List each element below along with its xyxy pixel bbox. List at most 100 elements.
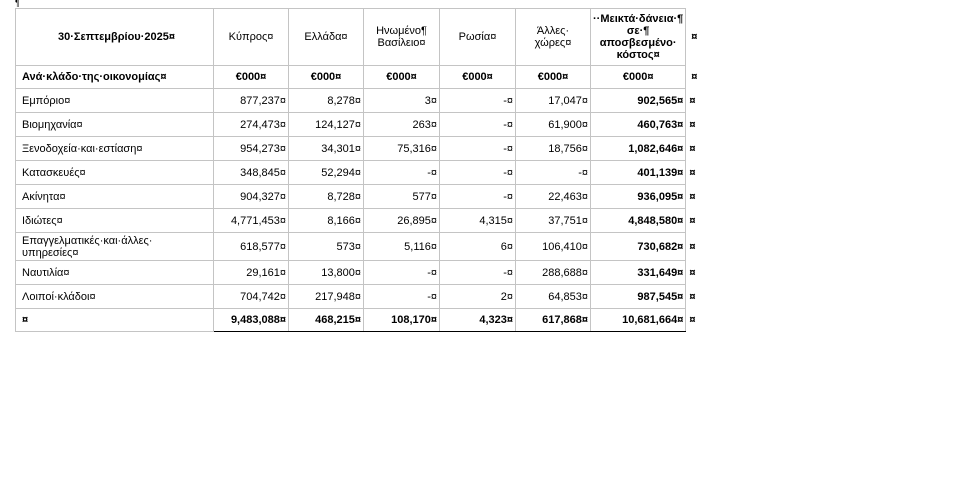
cell: 468,215¤ — [288, 308, 364, 332]
cell: 64,853¤ — [515, 284, 591, 309]
cell: 37,751¤ — [515, 208, 591, 233]
table-row: Λοιποί·κλάδοι¤ 704,742¤ 217,948¤ -¤ 2¤ 64,853… — [15, 284, 702, 309]
cell: 75,316¤ — [363, 136, 440, 161]
cell: 573¤ — [288, 232, 364, 261]
cell: 704,742¤ — [213, 284, 289, 309]
cell: -¤ — [439, 112, 516, 137]
row-end-mark: ¤ — [689, 266, 696, 279]
row-label: Ακίνητα¤ — [15, 184, 214, 209]
cell: 618,577¤ — [213, 232, 289, 261]
cell: 108,170¤ — [363, 308, 440, 332]
row-end-mark: ¤ — [689, 314, 696, 326]
row-label: Βιομηχανία¤ — [15, 112, 214, 137]
table-row: Επαγγελματικές·και·άλλες· υπηρεσίες¤ 618,… — [15, 232, 702, 261]
cell: 217,948¤ — [288, 284, 364, 309]
cell: €000¤ — [213, 65, 289, 89]
cell: 1,082,646¤ — [589, 136, 687, 161]
table-row: Ανά·κλάδο·της·οικονομίας¤ €000¤ €000¤ €000¤… — [15, 65, 702, 89]
cell: 106,410¤ — [515, 232, 591, 261]
row-label: Επαγγελματικές·και·άλλες· υπηρεσίες¤ — [15, 232, 214, 261]
cell: 3¤ — [363, 88, 440, 113]
cell: 5,116¤ — [363, 232, 440, 261]
cell: 331,649¤ — [589, 260, 687, 285]
cell: 877,237¤ — [213, 88, 289, 113]
row-label: Εμπόριο¤ — [15, 88, 214, 113]
cell: -¤ — [439, 184, 516, 209]
cell: 2¤ — [439, 284, 516, 309]
cell: -¤ — [363, 260, 440, 285]
cell: 29,161¤ — [213, 260, 289, 285]
cell: 4,315¤ — [439, 208, 516, 233]
row-label: Λοιποί·κλάδοι¤ — [15, 284, 214, 309]
cell: -¤ — [515, 160, 591, 185]
table-row: Εμπόριο¤ 877,237¤ 8,278¤ 3¤ -¤ 17,047¤ 902,565… — [15, 88, 702, 113]
cell: -¤ — [439, 136, 516, 161]
cell: 617,868¤ — [515, 308, 591, 332]
cell: 348,845¤ — [213, 160, 289, 185]
cell: €000¤ — [589, 65, 687, 89]
cell: -¤ — [439, 160, 516, 185]
cell: 288,688¤ — [515, 260, 591, 285]
table-row: Ξενοδοχεία·και·εστίαση¤ 954,273¤ 34,301¤ 75… — [15, 136, 702, 161]
row-end-mark: ¤ — [689, 240, 696, 253]
table-row: ¤ 9,483,088¤ 468,215¤ 108,170¤ 4,323¤ 617,868… — [15, 308, 702, 332]
cell: 13,800¤ — [288, 260, 364, 285]
cell: Ρωσία¤ — [439, 8, 516, 66]
cell: Άλλες· χώρες¤ — [515, 8, 591, 66]
cell: 401,139¤ — [589, 160, 687, 185]
cell: -¤ — [363, 284, 440, 309]
cell: 274,473¤ — [213, 112, 289, 137]
cell: 6¤ — [439, 232, 516, 261]
cell: Ηνωμένο¶ Βασίλειο¤ — [363, 8, 440, 66]
cell: €000¤ — [288, 65, 364, 89]
cell: 987,545¤ — [589, 284, 687, 309]
row-label: Κατασκευές¤ — [15, 160, 214, 185]
table-row: Ιδιώτες¤ 4,771,453¤ 8,166¤ 26,895¤ 4,315¤ 37,… — [15, 208, 702, 233]
loans-table: 30·Σεπτεμβρίου·2025¤ Κύπρος¤ Ελλάδα¤ Ηνωμέν… — [15, 8, 702, 332]
cell: 8,278¤ — [288, 88, 364, 113]
cell: ··Μεικτά·δάνεια·¶ σε·¶ αποσβεσμένο· κόστ… — [589, 8, 687, 66]
row-label: ¤ — [15, 308, 214, 332]
cell: €000¤ — [515, 65, 591, 89]
cell: 9,483,088¤ — [213, 308, 289, 332]
table-row: Κατασκευές¤ 348,845¤ 52,294¤ -¤ -¤ -¤ 401,139¤… — [15, 160, 702, 185]
cell: 902,565¤ — [589, 88, 687, 113]
row-label: Ξενοδοχεία·και·εστίαση¤ — [15, 136, 214, 161]
cell: 17,047¤ — [515, 88, 591, 113]
row-label: Ανά·κλάδο·της·οικονομίας¤ — [15, 65, 214, 89]
cell: -¤ — [439, 260, 516, 285]
table-row: 30·Σεπτεμβρίου·2025¤ Κύπρος¤ Ελλάδα¤ Ηνωμέν… — [15, 8, 702, 66]
row-end-mark: ¤ — [691, 71, 698, 83]
row-end-mark: ¤ — [689, 166, 696, 179]
cell: 34,301¤ — [288, 136, 364, 161]
cell: 52,294¤ — [288, 160, 364, 185]
cell: 577¤ — [363, 184, 440, 209]
cell: 61,900¤ — [515, 112, 591, 137]
cell: 936,095¤ — [589, 184, 687, 209]
cell: 26,895¤ — [363, 208, 440, 233]
cell: 22,463¤ — [515, 184, 591, 209]
table-row: Ακίνητα¤ 904,327¤ 8,728¤ 577¤ -¤ 22,463¤ 936,0… — [15, 184, 702, 209]
cell: 4,323¤ — [439, 308, 516, 332]
row-end-mark: ¤ — [689, 94, 696, 107]
cell: 8,166¤ — [288, 208, 364, 233]
cell: €000¤ — [363, 65, 440, 89]
row-end-mark: ¤ — [689, 118, 696, 131]
cell: Ελλάδα¤ — [288, 8, 364, 66]
cell: 730,682¤ — [589, 232, 687, 261]
row-end-mark: ¤ — [689, 190, 696, 203]
cell: 18,756¤ — [515, 136, 591, 161]
row-label: Ναυτιλία¤ — [15, 260, 214, 285]
table-row: Ναυτιλία¤ 29,161¤ 13,800¤ -¤ -¤ 288,688¤ 331,6… — [15, 260, 702, 285]
cell: €000¤ — [439, 65, 516, 89]
cell: 8,728¤ — [288, 184, 364, 209]
row-end-mark: ¤ — [691, 31, 698, 43]
row-label: Ιδιώτες¤ — [15, 208, 214, 233]
cell: 10,681,664¤ — [589, 308, 687, 332]
cell: Κύπρος¤ — [213, 8, 289, 66]
cell: 4,771,453¤ — [213, 208, 289, 233]
cell: 263¤ — [363, 112, 440, 137]
cell: 460,763¤ — [589, 112, 687, 137]
table-row: Βιομηχανία¤ 274,473¤ 124,127¤ 263¤ -¤ 61,900¤… — [15, 112, 702, 137]
